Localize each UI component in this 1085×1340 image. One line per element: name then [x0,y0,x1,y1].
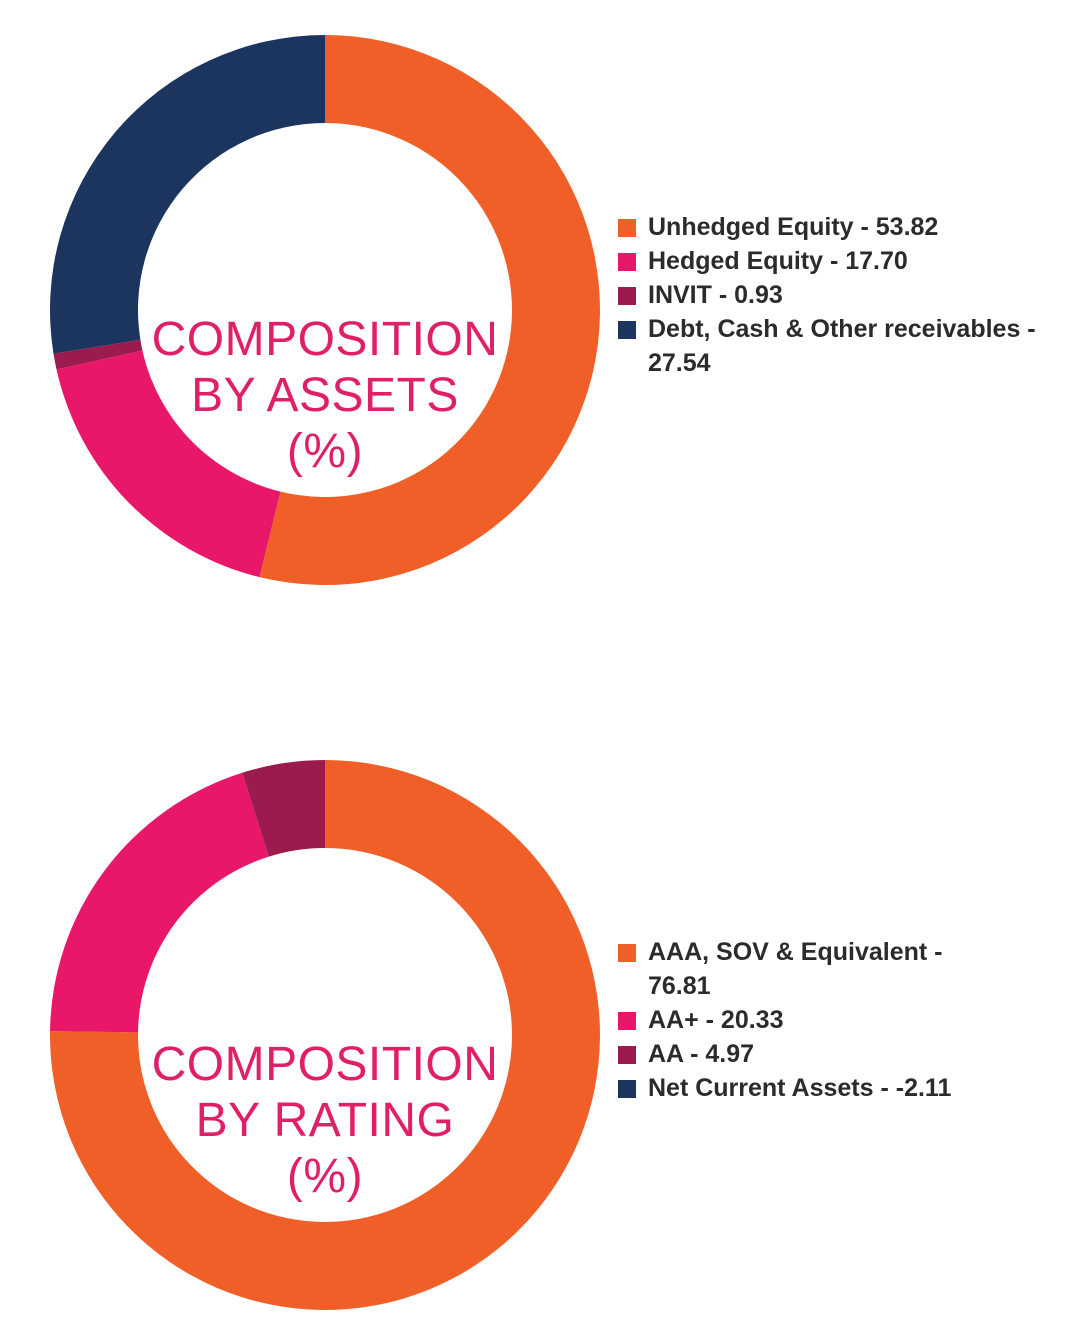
rating-legend: AAA, SOV & Equivalent - 76.81 AA+ - 20.3… [618,935,1078,1105]
legend-item-net-current-assets: Net Current Assets - -2.11 [618,1071,1078,1105]
donut-slice-aaa-sov-equivalent [49,760,600,1310]
legend-item-aa-plus: AA+ - 20.33 [618,1003,1078,1037]
rating-title-line-1: COMPOSITION [151,1038,499,1091]
legend-label: AA - 4.97 [648,1040,755,1068]
legend-swatch [618,944,636,962]
assets-title-line-3: (%) [286,425,364,478]
rating-chart-title: COMPOSITION BY RATING (%) [125,1037,525,1205]
legend-label: Debt, Cash & Other receivables - 27.54 [648,315,1036,377]
assets-title-line-2: BY ASSETS [191,369,459,422]
donut-slice-unhedged-equity [259,35,600,585]
legend-item-debt-cash: Debt, Cash & Other receivables - 27.54 [618,312,1078,380]
legend-swatch [618,287,636,305]
assets-chart-block: COMPOSITION BY ASSETS (%) Unhedged Equit… [0,20,1085,600]
legend-label: Unhedged Equity - 53.82 [648,213,939,241]
assets-title-line-1: COMPOSITION [151,313,499,366]
legend-label: AAA, SOV & Equivalent - 76.81 [648,938,943,1000]
legend-swatch [618,321,636,339]
legend-label: Net Current Assets - -2.11 [648,1074,952,1102]
legend-swatch [618,253,636,271]
legend-item-aa: AA - 4.97 [618,1037,1078,1071]
legend-item-unhedged-equity: Unhedged Equity - 53.82 [618,210,1078,244]
legend-label: INVIT - 0.93 [648,281,783,309]
legend-item-invit: INVIT - 0.93 [618,278,1078,312]
donut-slice-aa [242,760,325,857]
legend-item-aaa-sov: AAA, SOV & Equivalent - 76.81 [618,935,1078,1003]
legend-swatch [618,1012,636,1030]
rating-donut-chart [49,760,600,1310]
donut-slice-debt-cash-other-receivables [49,35,326,354]
donut-slice-aa [50,772,269,1033]
legend-swatch [618,1080,636,1098]
assets-chart-title: COMPOSITION BY ASSETS (%) [125,312,525,480]
assets-legend: Unhedged Equity - 53.82 Hedged Equity - … [618,210,1078,380]
rating-title-line-2: BY RATING [195,1094,455,1147]
legend-label: Hedged Equity - 17.70 [648,247,908,275]
legend-swatch [618,1046,636,1064]
legend-label: AA+ - 20.33 [648,1006,784,1034]
legend-item-hedged-equity: Hedged Equity - 17.70 [618,244,1078,278]
donut-slice-invit [53,339,143,370]
rating-title-line-3: (%) [286,1150,364,1203]
rating-chart-block: COMPOSITION BY RATING (%) AAA, SOV & Equ… [0,745,1085,1325]
donut-slice-hedged-equity [56,350,281,578]
legend-swatch [618,219,636,237]
assets-donut-chart [49,35,600,585]
